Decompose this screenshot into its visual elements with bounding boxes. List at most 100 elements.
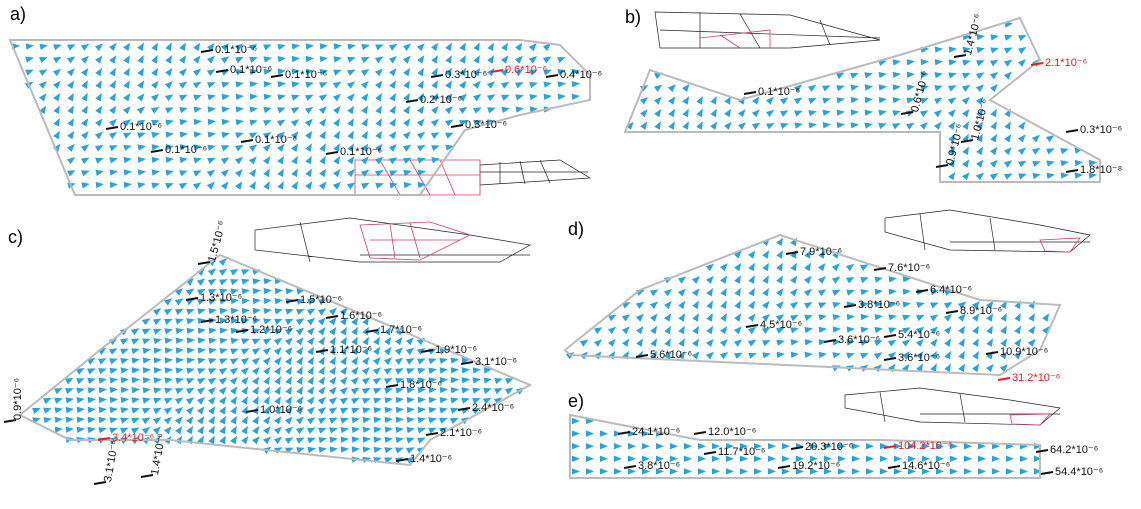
vector-glyph bbox=[219, 387, 227, 395]
vector-glyph bbox=[572, 443, 580, 449]
vector-glyph bbox=[53, 69, 61, 77]
vector-glyph bbox=[121, 367, 129, 373]
vector-glyph bbox=[417, 358, 426, 364]
vector-glyph bbox=[586, 430, 594, 436]
vector-glyph bbox=[949, 59, 957, 65]
vector-glyph bbox=[87, 378, 96, 384]
vector-glyph bbox=[990, 72, 998, 80]
vector-glyph bbox=[329, 407, 338, 414]
vector-glyph bbox=[252, 367, 260, 375]
vector-glyph bbox=[120, 338, 129, 345]
vector-glyph bbox=[720, 276, 727, 284]
vector-glyph bbox=[678, 326, 685, 335]
vector-glyph bbox=[450, 397, 459, 403]
vector-glyph bbox=[791, 339, 799, 345]
vector-glyph bbox=[440, 397, 448, 403]
vector-glyph bbox=[39, 81, 47, 89]
vector-glyph bbox=[88, 427, 96, 433]
vector-glyph bbox=[860, 277, 869, 283]
vector-glyph bbox=[950, 468, 958, 474]
vector-glyph bbox=[636, 314, 644, 322]
magnitude-label: 1.4*10⁻⁶ bbox=[410, 453, 452, 465]
vector-glyph bbox=[738, 122, 746, 130]
vector-glyph bbox=[990, 147, 997, 155]
vector-glyph bbox=[395, 358, 403, 365]
magnitude-label: 0.1*10⁻⁶ bbox=[340, 146, 382, 158]
vector-glyph bbox=[221, 82, 230, 88]
vector-glyph bbox=[958, 338, 965, 347]
vector-glyph bbox=[87, 368, 96, 374]
vector-glyph bbox=[351, 367, 359, 375]
vector-glyph bbox=[164, 426, 172, 434]
vector-glyph bbox=[384, 368, 392, 375]
vector-glyph bbox=[120, 349, 129, 355]
vector-glyph bbox=[572, 81, 580, 87]
vector-glyph bbox=[219, 377, 227, 385]
vector-glyph bbox=[832, 290, 841, 296]
vector-glyph bbox=[586, 468, 594, 474]
vector-glyph bbox=[907, 72, 915, 78]
vector-glyph bbox=[351, 357, 358, 366]
vector-glyph bbox=[208, 406, 215, 414]
vector-glyph bbox=[748, 250, 755, 258]
vector-arrow bbox=[884, 335, 896, 337]
vector-glyph bbox=[712, 468, 720, 474]
vector-glyph bbox=[43, 408, 52, 414]
vector-glyph bbox=[459, 107, 467, 114]
vector-glyph bbox=[209, 348, 217, 354]
vector-glyph bbox=[375, 93, 382, 102]
vector-glyph bbox=[948, 97, 956, 104]
vector-glyph bbox=[242, 288, 250, 294]
vector-glyph bbox=[109, 358, 118, 364]
vector-glyph bbox=[860, 353, 869, 359]
vector-arrow bbox=[998, 378, 1010, 380]
vector-glyph bbox=[720, 326, 727, 334]
vector-glyph bbox=[306, 56, 314, 62]
vector-glyph bbox=[193, 95, 202, 101]
vector-glyph bbox=[361, 118, 368, 127]
vector-glyph bbox=[1020, 468, 1028, 474]
vector-glyph bbox=[706, 313, 713, 322]
vector-arrow bbox=[746, 325, 758, 327]
vector-glyph bbox=[373, 367, 381, 375]
vector-glyph bbox=[275, 288, 283, 294]
vector-glyph bbox=[451, 387, 459, 393]
vector-arrow bbox=[386, 385, 398, 387]
vector-glyph bbox=[165, 68, 172, 76]
vector-glyph bbox=[696, 96, 703, 105]
vector-arrow bbox=[451, 125, 463, 127]
vector-glyph bbox=[341, 446, 349, 452]
vector-glyph bbox=[395, 448, 404, 454]
vector-glyph bbox=[692, 326, 699, 335]
vector-glyph bbox=[198, 328, 206, 334]
vector-glyph bbox=[543, 57, 552, 64]
vector-glyph bbox=[347, 93, 355, 101]
magnitude-label: 1.6*10⁻⁶ bbox=[340, 310, 382, 322]
vector-glyph bbox=[219, 436, 226, 445]
vector-glyph bbox=[654, 121, 661, 130]
vector-glyph bbox=[462, 387, 470, 393]
vector-glyph bbox=[305, 119, 313, 127]
vector-glyph bbox=[329, 367, 336, 376]
vector-glyph bbox=[263, 426, 271, 434]
vector-glyph bbox=[307, 376, 314, 385]
vector-glyph bbox=[461, 398, 470, 404]
magnitude-label: 1.9*10⁻⁶ bbox=[435, 344, 477, 356]
vector-glyph bbox=[132, 358, 140, 364]
inset-e bbox=[845, 388, 1060, 425]
vector-glyph bbox=[329, 427, 338, 433]
vector-glyph bbox=[263, 156, 270, 164]
vector-glyph bbox=[235, 57, 244, 64]
vector-glyph bbox=[431, 106, 439, 114]
vector-glyph bbox=[109, 157, 118, 163]
vector-glyph bbox=[291, 119, 299, 127]
vector-glyph bbox=[347, 131, 354, 140]
vector-glyph bbox=[473, 377, 481, 383]
vector-glyph bbox=[193, 43, 200, 52]
vector-glyph bbox=[164, 398, 173, 404]
vector-glyph bbox=[473, 367, 481, 373]
vector-glyph bbox=[650, 289, 659, 296]
vector-glyph bbox=[77, 407, 85, 413]
vector-glyph bbox=[363, 436, 371, 442]
vector-glyph bbox=[296, 337, 304, 345]
